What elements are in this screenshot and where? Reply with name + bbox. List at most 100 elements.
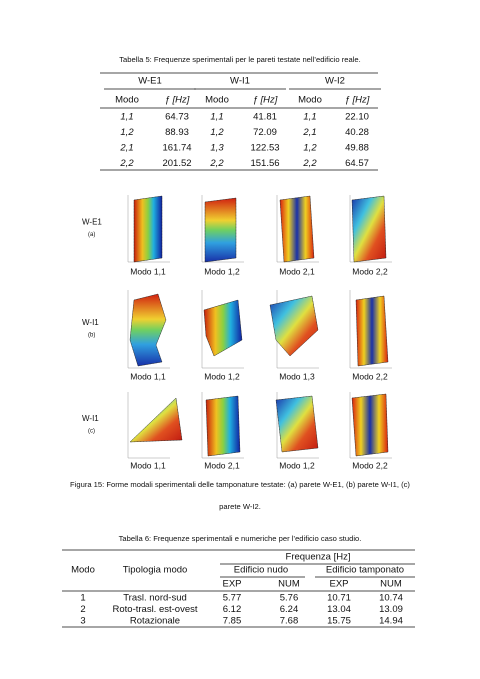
axis-box [127,392,170,459]
row-label: W-E1 [82,218,102,227]
mesh [269,295,319,357]
panel-label: Modo 2,2 [352,266,388,276]
panel-label: Modo 1,3 [279,371,315,381]
mode-shape [279,195,315,263]
column-header: ƒ [Hz] [345,95,370,106]
cell: 6.12 [223,604,242,615]
cell: 72.09 [253,127,277,138]
cell: 7.85 [223,616,242,627]
figure-caption: Figura 15: Forme modali sperimentali del… [70,480,410,489]
mode-shape [129,293,167,367]
cell: Roto-trasl. est-ovest [113,604,198,615]
group-header: W-E1 [138,76,162,87]
panel-label: Modo 2,2 [352,460,388,470]
column-header: ƒ [Hz] [253,95,278,106]
mode-shape [351,195,387,263]
cell: 13.09 [379,604,403,615]
cell: Rotazionale [130,616,180,627]
cell: 1,1 [120,112,133,123]
axis-box [127,195,170,263]
column-header: EXP [222,579,241,590]
cell: 161.74 [162,143,191,154]
column-header: NUM [278,579,300,590]
row-sublabel: (c) [88,429,95,435]
table-6: Tabella 6: Frequenze sperimentali e nume… [62,534,415,628]
axis-box [276,195,319,263]
table-caption: Tabella 6: Frequenze sperimentali e nume… [119,534,362,543]
mesh [205,395,241,457]
column-header: Modo [205,95,229,106]
mesh [355,295,389,367]
column-header: Modo [115,95,139,106]
cell: 2 [80,604,85,615]
cell: 1,2 [303,143,317,154]
group-header: Edificio tamponato [326,565,404,576]
mesh [129,293,167,367]
cell: 2,2 [302,158,317,169]
cell: 13.04 [327,604,351,615]
panel-label: Modo 1,1 [130,460,166,470]
mesh [129,397,183,443]
cell: 40.28 [345,127,369,138]
cell: 22.10 [345,112,369,123]
mode-shape [204,197,237,263]
cell: 201.52 [162,158,191,169]
table-caption: Tabella 5: Frequenze sperimentali per le… [119,55,360,64]
mode-shape [351,393,389,457]
axis-box [127,290,170,369]
mode-shape [133,195,163,263]
cell: 64.57 [345,158,369,169]
cell: 1 [80,593,85,604]
axis-box [349,392,392,459]
mode-shape [275,395,319,453]
cell: 2,2 [119,158,134,169]
axis-box [349,290,392,369]
row-sublabel: (a) [88,232,95,238]
panel-label: Modo 2,1 [204,460,240,470]
axis-box [201,290,244,369]
mode-shape [129,397,183,443]
cell: 15.75 [327,616,351,627]
cell: 7.68 [280,616,299,627]
cell: 151.56 [250,158,279,169]
mode-shape [205,395,241,457]
figure-15: W-E1 (a) Modo 1,1 Modo 1,2 Modo 2,1 Modo 2,2 W… [70,195,410,511]
column-header: Modo [298,95,322,106]
group-header: W-I2 [325,76,345,87]
mesh [133,195,163,263]
cell: 14.94 [379,616,403,627]
column-header: ƒ [Hz] [165,95,190,106]
axis-box [201,392,244,459]
group-header: W-I1 [230,76,250,87]
mode-shape [203,299,243,357]
cell: Trasl. nord-sud [123,593,187,604]
panel-label: Modo 2,2 [352,371,388,381]
cell: 5.76 [280,593,299,604]
cell: 2,2 [209,158,224,169]
group-header: Edificio nudo [234,565,288,576]
panel-label: Modo 1,1 [130,371,166,381]
column-header: EXP [329,579,348,590]
panel-label: Modo 1,2 [204,371,240,381]
panel-label: Modo 1,1 [130,266,166,276]
axis-box [276,392,319,459]
cell: 1,2 [120,127,134,138]
cell: 1,1 [210,112,223,123]
cell: 5.77 [223,593,242,604]
cell: 64.73 [165,112,189,123]
cell: 122.53 [250,143,279,154]
axis-box [201,195,244,263]
cell: 88.93 [165,127,189,138]
cell: 41.81 [253,112,277,123]
cell: 10.71 [327,593,351,604]
row-label: W-I1 [82,414,99,423]
axis-box [349,195,392,263]
table-5: Tabella 5: Frequenze sperimentali per le… [100,55,381,171]
panel-label: Modo 1,2 [279,460,315,470]
column-header: Frequenza [Hz] [286,552,351,563]
column-header: Modo [71,565,95,576]
column-header: NUM [380,579,402,590]
cell: 1,1 [303,112,316,123]
panel-label: Modo 1,2 [204,266,240,276]
